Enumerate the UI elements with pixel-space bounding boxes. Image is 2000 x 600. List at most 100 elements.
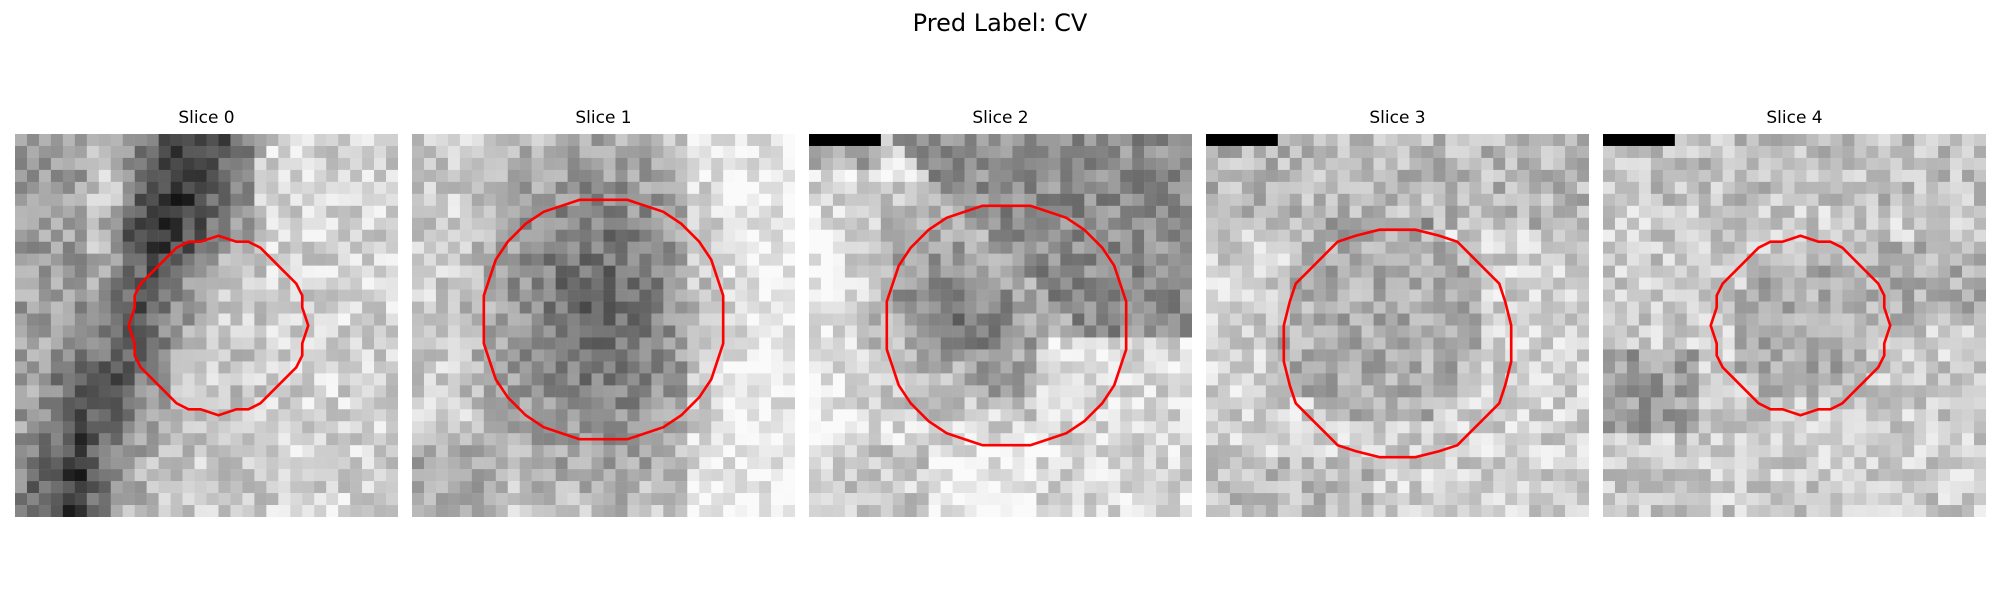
pixel: [1132, 193, 1145, 207]
pixel: [1830, 193, 1843, 207]
pixel: [423, 433, 437, 446]
pixel: [374, 253, 387, 266]
pixel: [1914, 445, 1927, 458]
pixel: [182, 481, 195, 494]
pixel: [747, 169, 760, 183]
pixel: [1469, 217, 1482, 230]
pixel: [615, 157, 628, 171]
pixel: [278, 481, 291, 494]
pixel: [699, 217, 712, 230]
pixel: [856, 193, 870, 207]
pixel: [1890, 134, 1903, 147]
pixel: [1517, 181, 1530, 195]
pixel: [1818, 217, 1831, 230]
pixel: [904, 253, 917, 266]
pixel: [170, 457, 183, 470]
pixel: [1060, 277, 1073, 290]
pixel: [531, 301, 544, 314]
pixel: [1217, 205, 1231, 219]
pixel: [1036, 289, 1049, 302]
pixel: [687, 265, 700, 278]
pixel: [735, 157, 748, 171]
pixel: [844, 169, 858, 183]
pixel: [675, 361, 688, 374]
pixel: [1662, 229, 1676, 242]
pixel: [1433, 361, 1446, 374]
pixel: [1662, 349, 1676, 362]
pixel: [1806, 457, 1819, 470]
pixel: [62, 253, 76, 266]
pixel: [1493, 217, 1506, 230]
pixel: [1962, 169, 1975, 183]
pixel: [1289, 229, 1302, 242]
pixel: [182, 325, 195, 338]
pixel: [651, 301, 664, 314]
pixel: [1950, 157, 1963, 171]
pixel: [1529, 241, 1542, 254]
pixel: [326, 385, 339, 398]
pixel: [278, 421, 291, 434]
pixel: [1156, 241, 1169, 254]
pixel: [1156, 205, 1169, 219]
pixel: [374, 229, 387, 242]
pixel: [1962, 433, 1975, 446]
pixel: [687, 134, 700, 147]
pixel: [663, 493, 676, 506]
pixel: [1710, 433, 1723, 446]
pixel: [254, 373, 267, 386]
pixel: [326, 469, 339, 482]
pixel: [1746, 445, 1759, 458]
pixel: [326, 433, 339, 446]
pixel: [1012, 469, 1025, 482]
pixel: [1577, 385, 1589, 398]
pixel: [1974, 409, 1986, 422]
pixel: [1878, 373, 1891, 386]
pixel: [976, 505, 989, 517]
pixel: [844, 337, 858, 350]
pixel: [350, 349, 363, 362]
pixel: [350, 385, 363, 398]
pixel: [182, 373, 195, 386]
pixel: [1325, 409, 1338, 422]
pixel: [362, 397, 375, 410]
pixel: [374, 313, 387, 326]
pixel: [699, 277, 712, 290]
pixel: [783, 421, 795, 434]
pixel: [880, 193, 894, 207]
pixel: [170, 205, 183, 219]
pixel: [1481, 337, 1494, 350]
pixel: [122, 361, 135, 374]
pixel: [230, 241, 243, 254]
pixel: [15, 385, 28, 398]
pixel: [471, 433, 485, 446]
pixel: [1806, 181, 1819, 195]
pixel: [1096, 253, 1109, 266]
pixel: [928, 181, 941, 195]
pixel: [507, 134, 520, 147]
pixel: [1830, 134, 1843, 147]
pixel: [362, 169, 375, 183]
pixel: [555, 145, 568, 159]
pixel: [1638, 301, 1652, 314]
pixel: [747, 134, 760, 147]
pixel: [1603, 445, 1616, 458]
pixel: [1505, 385, 1518, 398]
pixel: [952, 193, 965, 207]
pixel: [940, 409, 953, 422]
pixel: [423, 457, 437, 470]
pixel: [338, 457, 351, 470]
pixel: [1024, 445, 1037, 458]
pixel: [1614, 217, 1628, 230]
pixel: [1361, 397, 1374, 410]
pixel: [711, 301, 724, 314]
pixel: [531, 145, 544, 159]
pixel: [290, 337, 303, 350]
pixel: [1397, 253, 1410, 266]
pixel: [687, 433, 700, 446]
pixel: [1565, 265, 1578, 278]
pixel: [182, 217, 195, 230]
pixel: [976, 373, 989, 386]
pixel: [1974, 385, 1986, 398]
pixel: [194, 157, 207, 171]
pixel: [314, 289, 327, 302]
